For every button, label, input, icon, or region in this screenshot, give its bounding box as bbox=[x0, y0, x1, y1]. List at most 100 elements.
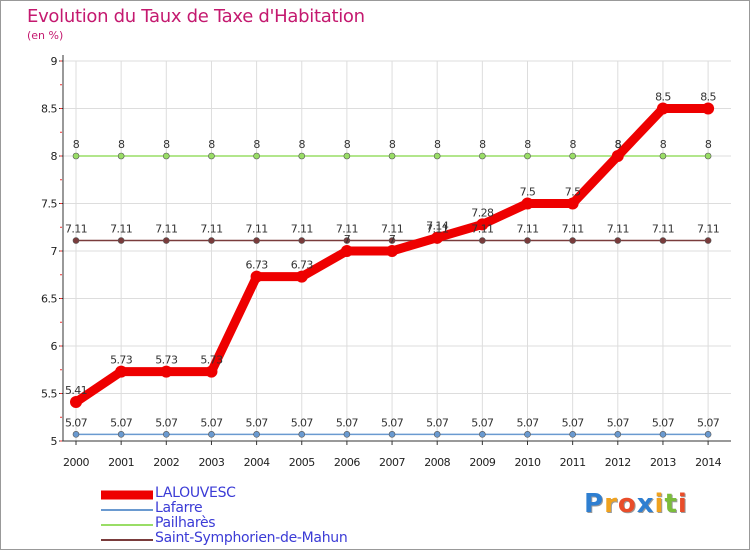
data-label: 7.11 bbox=[426, 223, 448, 236]
data-point bbox=[253, 152, 260, 160]
data-label: 8 bbox=[434, 138, 441, 151]
data-point bbox=[205, 365, 218, 378]
data-point bbox=[343, 152, 351, 160]
x-tick-label: 2011 bbox=[560, 456, 586, 469]
data-point bbox=[702, 102, 715, 115]
data-point bbox=[298, 431, 306, 438]
x-tick-label: 2013 bbox=[650, 456, 676, 469]
data-point bbox=[72, 237, 80, 244]
data-point bbox=[163, 152, 170, 160]
data-label: 7.11 bbox=[471, 223, 493, 236]
data-point bbox=[704, 431, 712, 438]
data-label: 5.41 bbox=[65, 384, 87, 397]
legend-label: Saint-Symphorien-de-Mahun bbox=[155, 530, 348, 546]
data-point bbox=[117, 431, 125, 438]
data-label: 8.5 bbox=[700, 91, 716, 104]
legend-label: Lafarre bbox=[155, 500, 203, 516]
data-point bbox=[388, 431, 396, 438]
data-label: 7.11 bbox=[381, 223, 403, 236]
data-label: 8 bbox=[569, 138, 576, 151]
data-point bbox=[479, 237, 486, 244]
y-tick-label: 5.5 bbox=[41, 388, 57, 401]
y-tick-label: 8.5 bbox=[41, 103, 57, 116]
data-point bbox=[433, 152, 441, 160]
data-label: 8 bbox=[479, 138, 486, 151]
data-point bbox=[253, 237, 260, 244]
data-point bbox=[569, 431, 576, 438]
data-point bbox=[117, 237, 125, 244]
data-point bbox=[208, 237, 215, 244]
data-label: 7 bbox=[344, 233, 351, 246]
logo-letter: P bbox=[584, 489, 605, 519]
data-label: 7.5 bbox=[520, 186, 536, 199]
data-point bbox=[253, 431, 260, 438]
data-label: 5.07 bbox=[471, 416, 494, 429]
legend-swatch bbox=[101, 508, 153, 511]
data-label: 5.07 bbox=[516, 416, 539, 429]
data-point bbox=[431, 231, 444, 244]
data-point bbox=[659, 152, 667, 160]
y-tick-label: 6.5 bbox=[41, 293, 57, 306]
x-tick-label: 2008 bbox=[424, 456, 450, 469]
data-label: 7.11 bbox=[110, 223, 132, 236]
x-tick-label: 2005 bbox=[289, 456, 315, 469]
data-point bbox=[569, 237, 576, 244]
legend-swatch bbox=[101, 490, 153, 499]
data-point bbox=[479, 152, 486, 160]
data-label: 7 bbox=[389, 233, 396, 246]
data-point bbox=[250, 270, 263, 283]
data-label: 8 bbox=[163, 138, 170, 151]
data-label: 8 bbox=[615, 138, 622, 151]
data-label: 8 bbox=[615, 138, 622, 151]
data-label: 8 bbox=[73, 138, 80, 151]
x-tick-label: 2003 bbox=[198, 456, 224, 469]
data-point bbox=[163, 237, 170, 244]
data-point bbox=[611, 150, 624, 162]
data-label: 7.11 bbox=[65, 223, 87, 236]
logo-letter: i bbox=[677, 489, 688, 519]
data-label: 5.73 bbox=[200, 354, 223, 367]
data-point bbox=[479, 431, 486, 438]
data-label: 5.07 bbox=[426, 416, 449, 429]
data-point bbox=[295, 270, 308, 283]
data-label: 7.11 bbox=[607, 223, 629, 236]
legend-label: Pailharès bbox=[155, 515, 216, 531]
data-point bbox=[208, 431, 215, 438]
y-tick-label: 7 bbox=[51, 245, 58, 258]
data-point bbox=[524, 237, 531, 244]
logo-letter: i bbox=[654, 489, 665, 519]
x-tick-label: 2001 bbox=[108, 456, 134, 469]
data-label: 7.11 bbox=[562, 223, 584, 236]
data-label: 5.07 bbox=[155, 416, 178, 429]
data-label: 5.07 bbox=[110, 416, 133, 429]
data-point bbox=[72, 431, 80, 438]
data-label: 7.11 bbox=[155, 223, 177, 236]
x-tick-label: 2012 bbox=[605, 456, 631, 469]
data-label: 7.28 bbox=[471, 206, 494, 219]
data-label: 6.73 bbox=[246, 259, 269, 272]
y-tick-label: 8 bbox=[51, 150, 58, 163]
data-point bbox=[343, 237, 351, 244]
data-label: 7.11 bbox=[200, 223, 222, 236]
data-label: 5.07 bbox=[697, 416, 720, 429]
data-label: 5.07 bbox=[652, 416, 675, 429]
data-label: 7.11 bbox=[246, 223, 268, 236]
data-label: 8.5 bbox=[655, 91, 671, 104]
data-label: 5.07 bbox=[336, 416, 359, 429]
data-label: 8 bbox=[660, 138, 667, 151]
chart-subtitle: (en %) bbox=[27, 29, 64, 42]
logo-letter: t bbox=[664, 489, 678, 519]
data-label: 5.07 bbox=[65, 416, 88, 429]
x-tick-label: 2000 bbox=[63, 456, 89, 469]
data-point bbox=[659, 237, 667, 244]
data-label: 7.11 bbox=[652, 223, 674, 236]
data-point bbox=[72, 152, 80, 160]
data-label: 8 bbox=[253, 138, 260, 151]
data-label: 8 bbox=[299, 138, 306, 151]
data-point bbox=[70, 396, 82, 409]
data-point bbox=[659, 431, 667, 438]
data-point bbox=[208, 152, 215, 160]
data-label: 6.73 bbox=[291, 259, 314, 272]
